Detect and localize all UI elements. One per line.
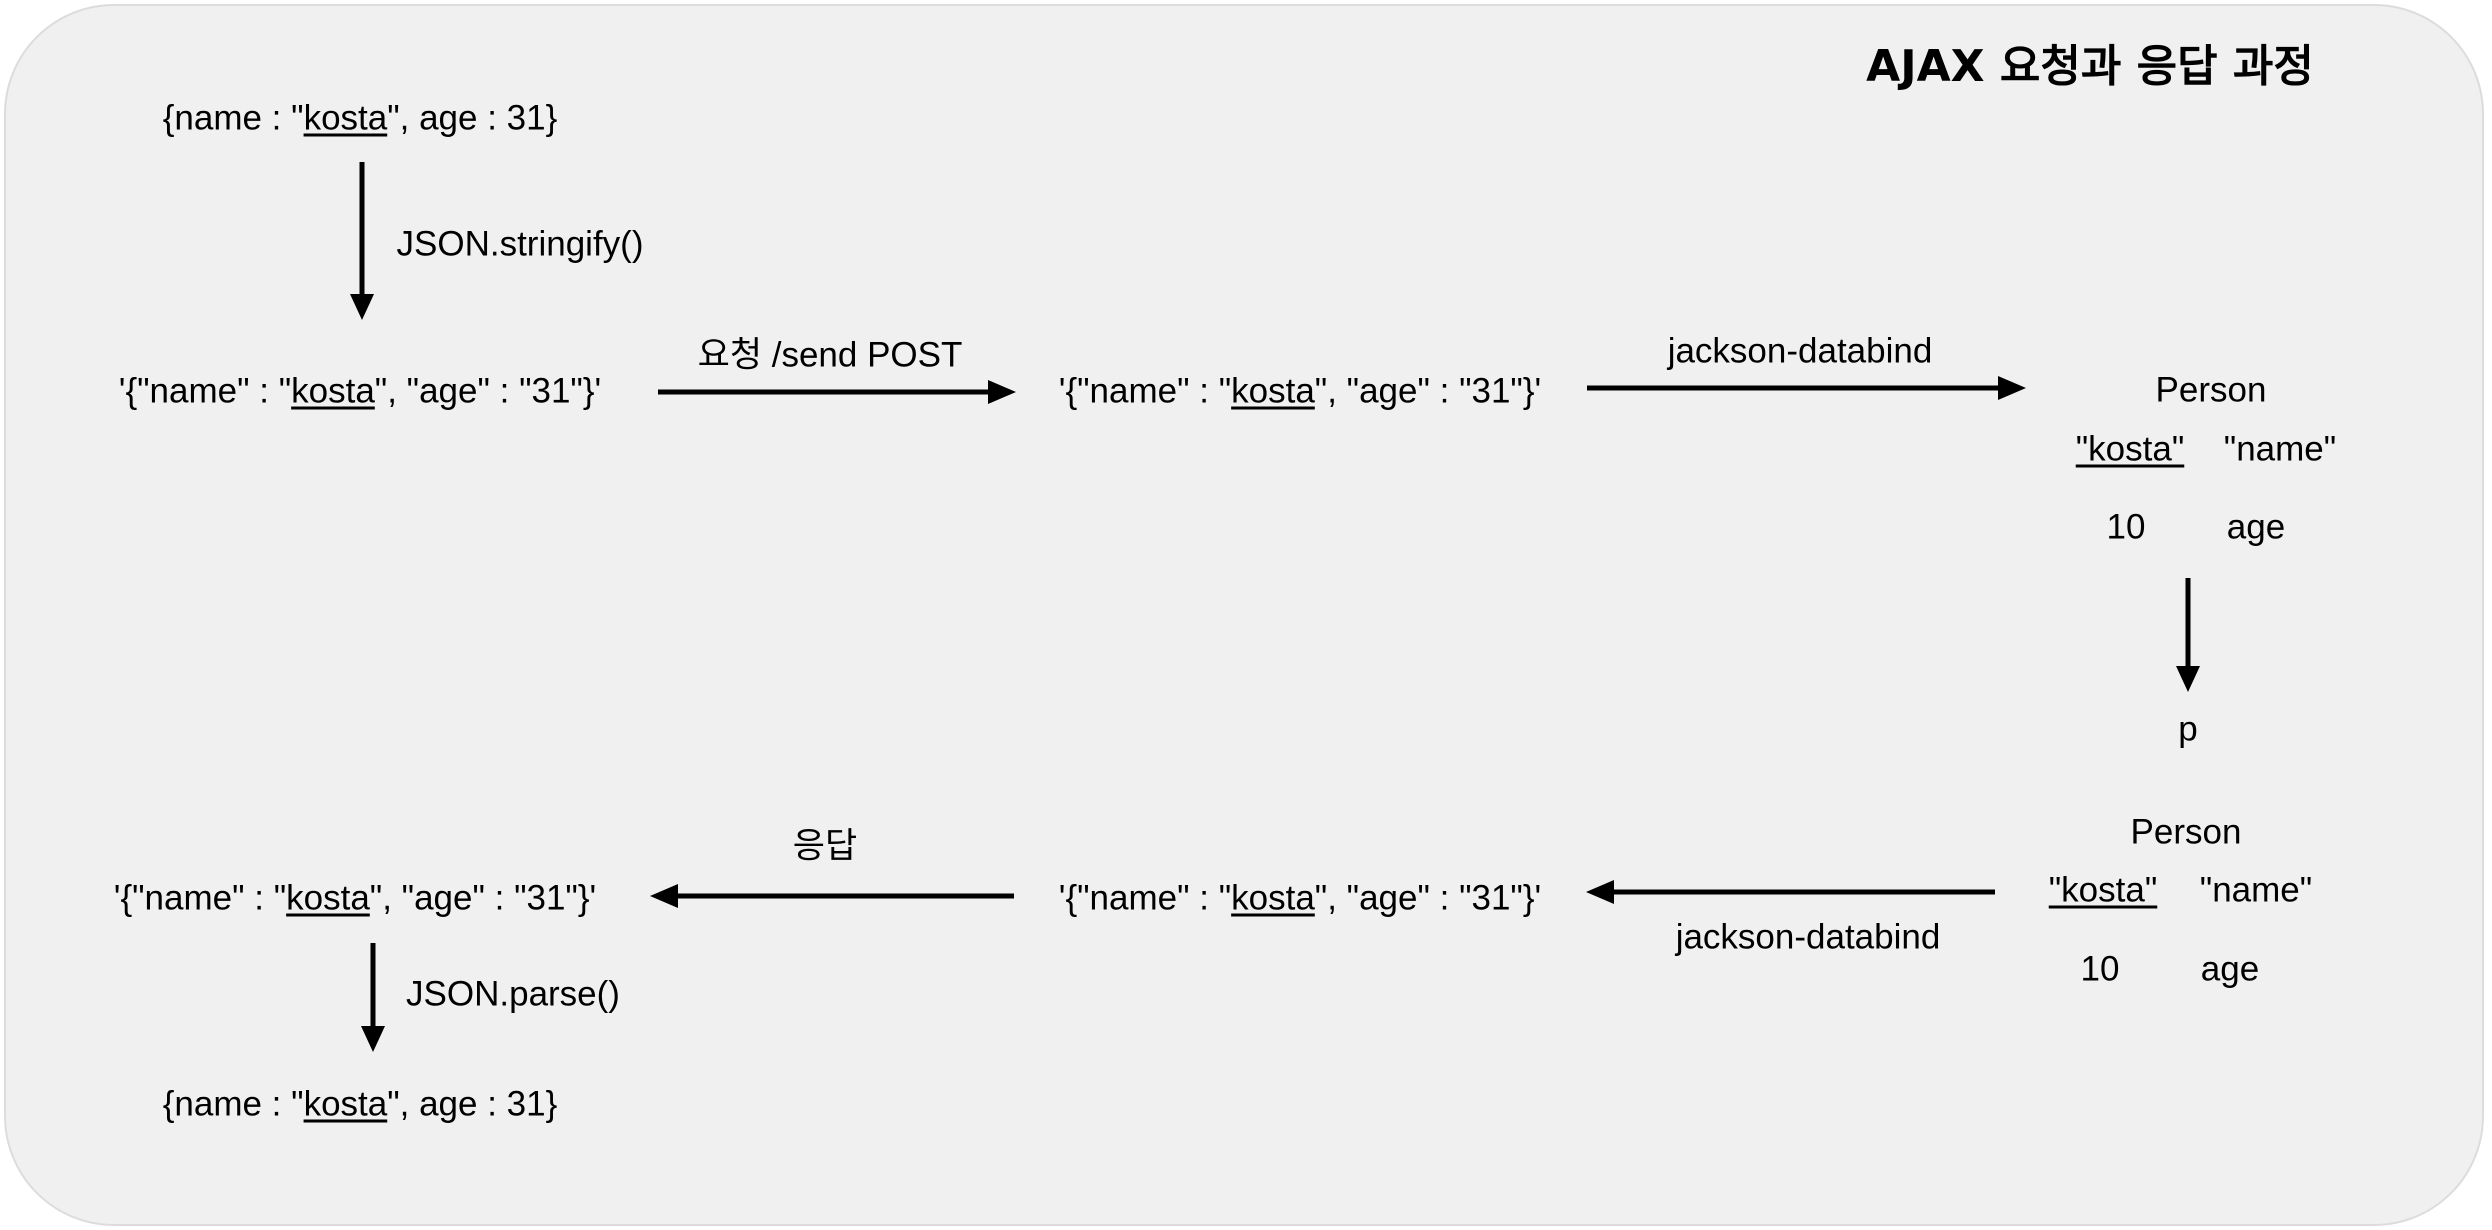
person-age-value-response: 10 bbox=[2080, 949, 2120, 989]
response-label: 응답 bbox=[792, 826, 858, 866]
json-string-name: kosta bbox=[1231, 371, 1315, 411]
js-object-prefix: {name : " bbox=[162, 98, 304, 138]
person-name-value-text: "kosta" bbox=[2075, 429, 2185, 469]
json-string-name: kosta bbox=[286, 878, 370, 918]
js-object-name: kosta bbox=[303, 1084, 388, 1124]
person-class-response: Person bbox=[2130, 812, 2242, 852]
json-string-name: kosta bbox=[1231, 878, 1315, 918]
js-object-response: {name : "kosta", age : 31} bbox=[163, 1087, 558, 1122]
response-arrowhead bbox=[650, 884, 678, 908]
diagram-background bbox=[4, 4, 2484, 1226]
parse-label: JSON.parse() bbox=[406, 974, 620, 1014]
databind-label-response: jackson-databind bbox=[1675, 917, 1941, 957]
json-string-prefix: '{"name" : " bbox=[1058, 878, 1232, 918]
person-age-value-request: 10 bbox=[2106, 507, 2146, 547]
json-string-client-request: '{"name" : "kosta", "age" : "31"}' bbox=[119, 374, 601, 409]
person-class-request: Person bbox=[2155, 370, 2267, 410]
js-object-name: kosta bbox=[303, 98, 388, 138]
person-age-field-response: age bbox=[2200, 949, 2260, 989]
databind-request-arrowhead bbox=[1998, 376, 2026, 400]
request-label: 요청 /send POST bbox=[697, 335, 963, 375]
person-name-value-request: "kosta" bbox=[2076, 432, 2185, 467]
person-name-field-response: "name" bbox=[2199, 870, 2313, 910]
request-arrowhead bbox=[988, 380, 1016, 404]
variable-p-label: p bbox=[2178, 709, 2198, 749]
stringify-arrowhead bbox=[350, 294, 374, 320]
js-object-request: {name : "kosta", age : 31} bbox=[163, 101, 558, 136]
json-string-prefix: '{"name" : " bbox=[113, 878, 287, 918]
person-name-field-request: "name" bbox=[2223, 429, 2337, 469]
json-string-prefix: '{"name" : " bbox=[1058, 371, 1232, 411]
databind-label-request: jackson-databind bbox=[1667, 331, 1933, 371]
person-age-field-request: age bbox=[2226, 507, 2286, 547]
json-string-prefix: '{"name" : " bbox=[118, 371, 292, 411]
stringify-label: JSON.stringify() bbox=[396, 224, 644, 264]
js-object-suffix: ", age : 31} bbox=[387, 98, 558, 138]
json-string-server-response: '{"name" : "kosta", "age" : "31"}' bbox=[1059, 881, 1541, 916]
json-string-suffix: ", "age" : "31"}' bbox=[1314, 371, 1542, 411]
js-object-prefix: {name : " bbox=[162, 1084, 304, 1124]
json-string-client-response: '{"name" : "kosta", "age" : "31"}' bbox=[114, 881, 596, 916]
to-p-arrowhead bbox=[2176, 666, 2200, 692]
json-string-server-request: '{"name" : "kosta", "age" : "31"}' bbox=[1059, 374, 1541, 409]
diagram-title: AJAX 요청과 응답 과정 bbox=[1866, 41, 2314, 92]
person-name-value-text: "kosta" bbox=[2048, 870, 2158, 910]
databind-response-arrowhead bbox=[1586, 880, 1614, 904]
js-object-suffix: ", age : 31} bbox=[387, 1084, 558, 1124]
json-string-name: kosta bbox=[291, 371, 375, 411]
json-string-suffix: ", "age" : "31"}' bbox=[374, 371, 602, 411]
json-string-suffix: ", "age" : "31"}' bbox=[369, 878, 597, 918]
json-string-suffix: ", "age" : "31"}' bbox=[1314, 878, 1542, 918]
person-name-value-response: "kosta" bbox=[2049, 873, 2158, 908]
parse-arrowhead bbox=[361, 1026, 385, 1052]
